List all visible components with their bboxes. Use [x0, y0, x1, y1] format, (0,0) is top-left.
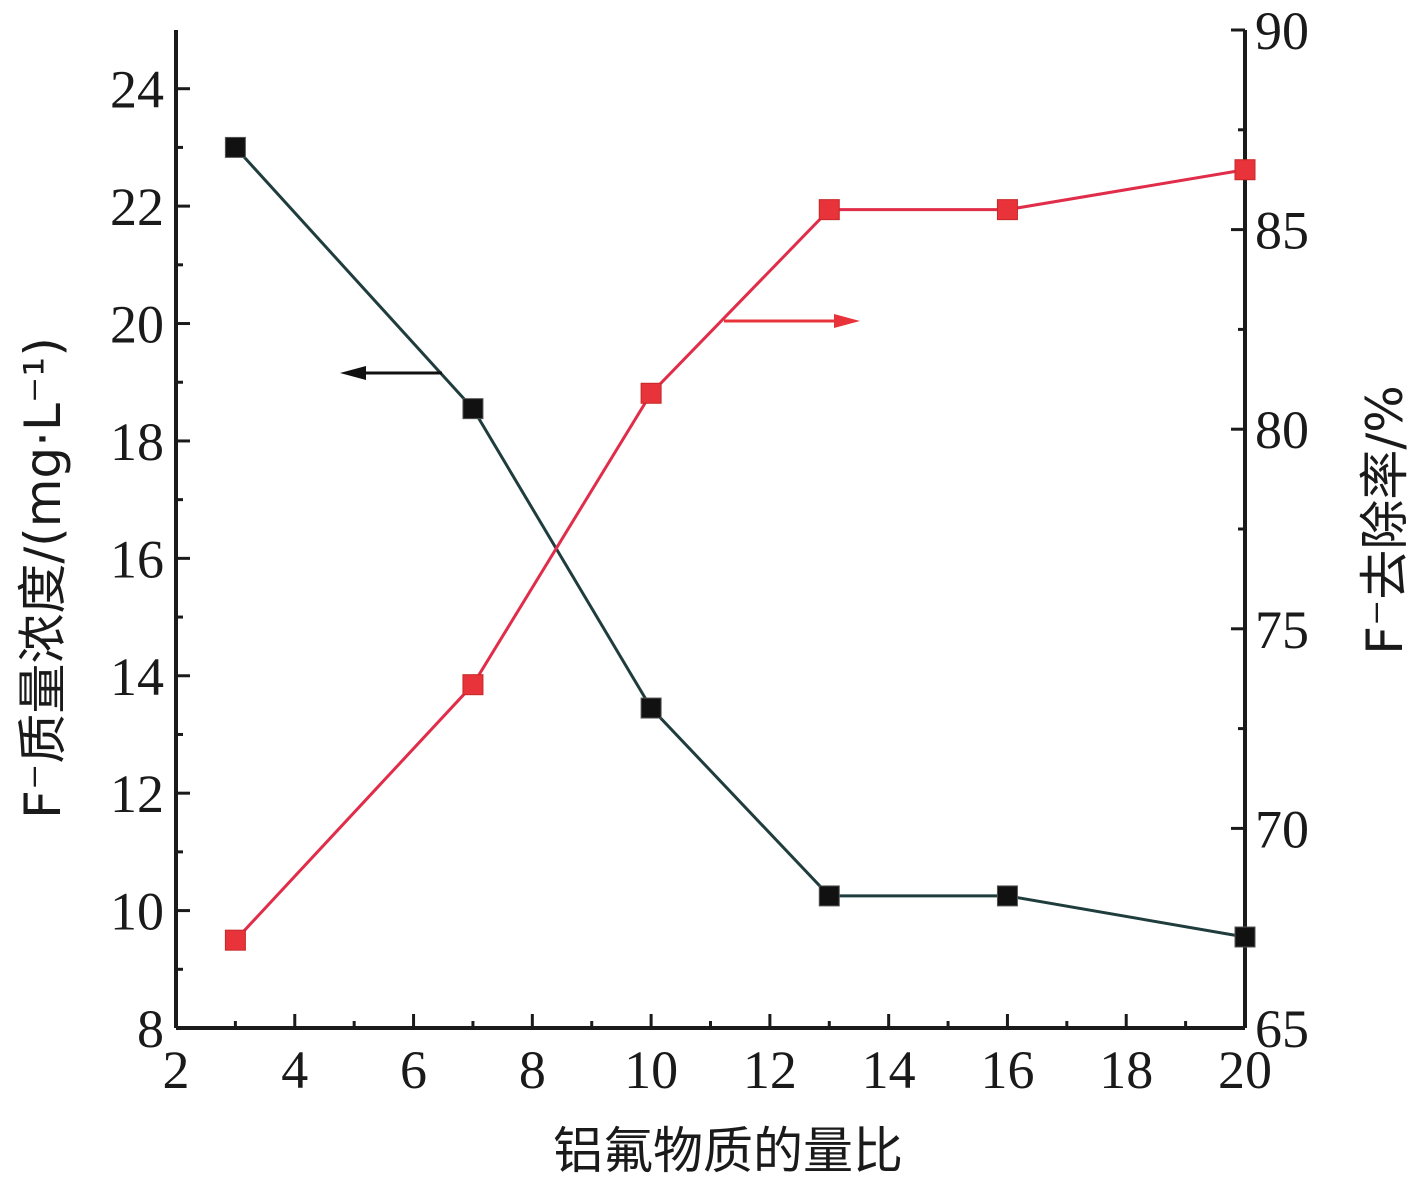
right-y-tick-label: 75: [1255, 600, 1309, 660]
right-axis-series-marker: [996, 199, 1018, 221]
left-y-tick-label: 24: [110, 60, 164, 120]
x-tick-label: 14: [862, 1040, 916, 1100]
right-y-tick-label: 70: [1255, 799, 1309, 859]
x-tick-label: 4: [281, 1040, 308, 1100]
right-axis-series-marker: [818, 199, 840, 221]
left-y-tick-label: 10: [110, 882, 164, 942]
left-y-axis-title: F⁻质量浓度/(mg·L⁻¹): [14, 337, 72, 819]
left-axis-arrow-head: [340, 366, 366, 380]
right-y-tick-label: 85: [1255, 201, 1309, 261]
series: [224, 136, 1256, 951]
x-axis-title: 铝氟物质的量比: [553, 1122, 903, 1180]
left-y-tick-label: 12: [110, 764, 164, 824]
right-y-axis-title: F⁻去除率/%: [1356, 385, 1414, 655]
left-axis-series-marker: [462, 398, 484, 420]
x-tick-label: 18: [1099, 1040, 1153, 1100]
right-axis-arrow: [724, 314, 860, 328]
left-y-tick-label: 16: [110, 529, 164, 589]
x-tick-label: 6: [400, 1040, 427, 1100]
right-y-tick-label: 65: [1255, 999, 1309, 1059]
annotations: [340, 314, 860, 380]
right-axis-series-line: [234, 168, 1246, 942]
x-tick-label: 10: [624, 1040, 678, 1100]
right-axis-series-marker: [1234, 159, 1256, 181]
left-axis-series-marker: [818, 885, 840, 907]
x-tick-label: 20: [1218, 1040, 1272, 1100]
left-y-tick-label: 20: [110, 295, 164, 355]
ticks: 2 4 6 8 10 12 14 16 18 20810121416182022246570758…: [110, 1, 1309, 1100]
right-axis-series-marker: [224, 929, 246, 951]
left-axis-series-marker: [224, 136, 246, 158]
x-tick-label: 8: [519, 1040, 546, 1100]
right-axis-series-marker: [462, 674, 484, 696]
right-axis-series-marker: [640, 382, 662, 404]
left-y-tick-label: 14: [110, 647, 164, 707]
x-tick-label: 12: [743, 1040, 797, 1100]
axes: [174, 30, 1247, 1030]
x-tick-label: 16: [980, 1040, 1034, 1100]
left-y-tick-label: 18: [110, 412, 164, 472]
left-axis-series-marker: [996, 885, 1018, 907]
right-axis-arrow-head: [834, 314, 860, 328]
left-y-tick-label: 22: [110, 177, 164, 237]
right-y-tick-label: 80: [1255, 400, 1309, 460]
right-y-tick-label: 90: [1255, 1, 1309, 61]
left-y-tick-label: 8: [137, 999, 164, 1059]
left-axis-series-line: [234, 146, 1246, 939]
left-axis-arrow: [340, 366, 442, 380]
x-tick-label: 2: [163, 1040, 190, 1100]
left-axis-series-marker: [640, 697, 662, 719]
left-axis-series-marker: [1234, 926, 1256, 948]
